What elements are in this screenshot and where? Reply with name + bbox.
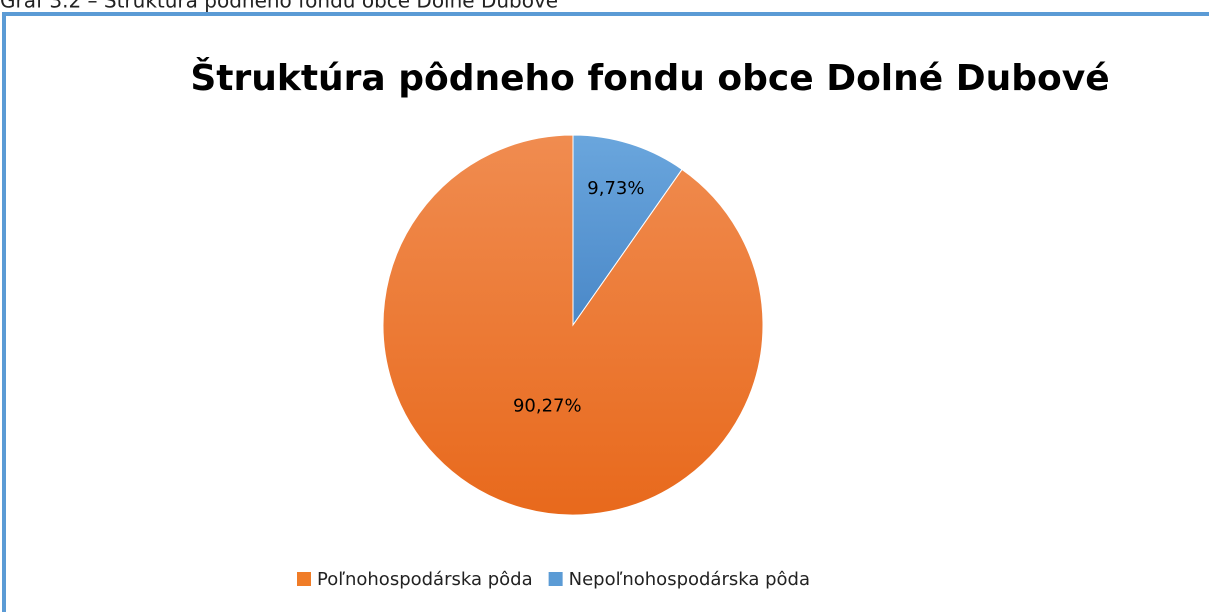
caption: Graf 3.2 – Štruktúra pôdneho fondu obce … [0, 0, 558, 13]
data-label: 90,27% [513, 396, 582, 417]
pie-slice [382, 134, 764, 516]
pie-slice [572, 134, 683, 327]
pie: 9,73% 90,27% [382, 134, 764, 516]
chart-title: Štruktúra pôdneho fondu obce Dolné Dubov… [190, 57, 1109, 99]
legend-label: Poľnohospodárska pôda [317, 569, 533, 590]
data-label: 9,73% [587, 178, 644, 199]
legend: Poľnohospodárska pôda Nepoľnohospodárska … [297, 569, 810, 590]
legend-swatch [548, 572, 563, 586]
legend-swatch [297, 572, 311, 586]
legend-label: Nepoľnohospodárska pôda [569, 569, 810, 590]
